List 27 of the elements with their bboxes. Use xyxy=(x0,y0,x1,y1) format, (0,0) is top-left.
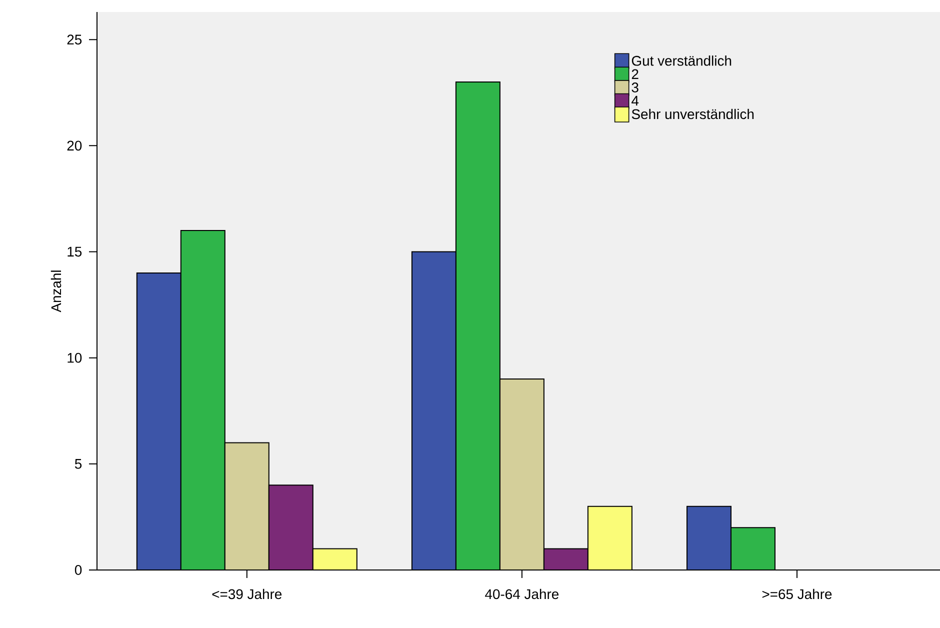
bar xyxy=(268,485,313,570)
y-tick-label: 15 xyxy=(68,246,82,257)
bar xyxy=(224,442,269,570)
bar xyxy=(686,506,732,570)
legend-label: Gut verständlich xyxy=(632,56,732,66)
x-tick-label: <=39 Jahre xyxy=(212,588,282,600)
y-tick-label: 20 xyxy=(67,140,82,151)
bar xyxy=(180,230,225,570)
bar xyxy=(587,506,632,570)
x-tick-label: >=65 Jahre xyxy=(762,588,832,600)
bar xyxy=(499,378,544,570)
bar xyxy=(730,527,776,570)
legend-label: Sehr unverständlich xyxy=(632,108,754,120)
y-tick-label: 25 xyxy=(67,34,82,45)
y-tick-label: 0 xyxy=(74,565,82,575)
y-tick-label: 5 xyxy=(74,459,82,469)
legend-label: 2 xyxy=(632,69,638,79)
x-tick-label: 40-64 Jahre xyxy=(485,588,559,600)
bar xyxy=(312,548,357,570)
bar xyxy=(136,272,181,570)
bar xyxy=(412,252,456,570)
y-axis-title: Anzahl xyxy=(50,270,62,312)
bar xyxy=(543,548,588,570)
bar xyxy=(456,82,500,570)
legend-label: 3 xyxy=(632,82,638,92)
y-tick-label: 10 xyxy=(68,352,82,363)
legend-label: 4 xyxy=(632,96,639,106)
